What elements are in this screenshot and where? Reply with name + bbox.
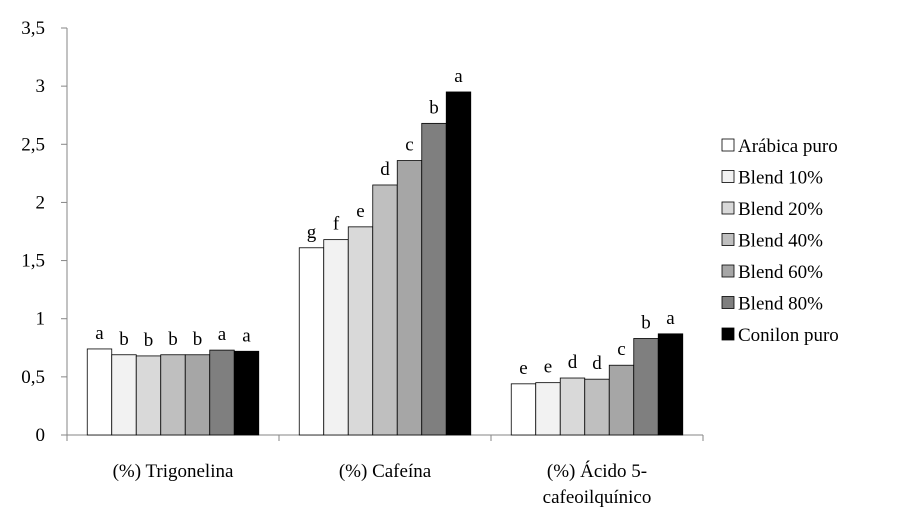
bar <box>657 333 684 436</box>
data-label: g <box>307 222 317 243</box>
bar <box>135 355 162 436</box>
legend-label: Conilon puro <box>738 325 839 346</box>
bar <box>421 122 447 436</box>
data-label: b <box>144 330 154 351</box>
y-tick-label: 1,5 <box>21 251 45 272</box>
category-label: (%) Ácido 5- cafeoilquínico <box>543 460 652 508</box>
bar <box>86 348 113 436</box>
data-label: e <box>356 201 364 222</box>
data-label: a <box>242 325 251 346</box>
data-label: b <box>119 329 129 350</box>
legend-label: Blend 40% <box>738 231 823 252</box>
bar <box>445 91 472 436</box>
data-label: d <box>380 159 390 180</box>
y-tick-label: 2,5 <box>21 134 45 155</box>
y-tick-label: 0,5 <box>21 367 45 388</box>
bar <box>209 349 235 436</box>
legend-swatch <box>721 327 735 341</box>
data-label: a <box>95 323 104 344</box>
data-label: b <box>193 329 203 350</box>
y-tick-label: 0 <box>36 425 46 446</box>
axes: 0 0,5 1 1,5 2 2,5 3 3,5 (%) Trigonelina (%) Cafeí… <box>21 18 704 508</box>
legend-label: Blend 20% <box>738 199 823 220</box>
bar <box>559 377 586 436</box>
category-label: (%) Trigonelina <box>113 461 234 482</box>
legend-swatch <box>721 201 735 215</box>
data-label: e <box>544 357 552 378</box>
legend-swatch <box>721 264 735 278</box>
data-label: d <box>568 352 578 373</box>
data-label: c <box>405 135 413 156</box>
data-label: b <box>429 97 439 118</box>
y-tick-label: 2 <box>36 192 46 213</box>
bar <box>535 382 561 436</box>
legend-swatch <box>721 170 735 183</box>
data-label: f <box>333 214 340 235</box>
category-label-line: cafeoilquínico <box>543 487 652 508</box>
category-label-line: (%) Cafeína <box>339 461 432 482</box>
bar <box>298 247 325 436</box>
bar <box>372 184 398 436</box>
y-tick-label: 3,5 <box>21 18 45 39</box>
legend-swatch <box>721 138 735 152</box>
y-tick-label: 1 <box>36 309 46 330</box>
bar <box>160 354 186 436</box>
data-label: c <box>617 339 625 360</box>
bar <box>584 378 610 436</box>
category-label-line: (%) Trigonelina <box>113 461 234 482</box>
bar <box>347 226 374 436</box>
bar <box>184 354 211 436</box>
bar <box>323 239 349 436</box>
bars <box>86 91 684 436</box>
data-label: b <box>641 312 651 333</box>
bar <box>510 383 537 436</box>
legend-label: Blend 60% <box>738 262 823 283</box>
bar <box>396 160 423 436</box>
bar <box>633 338 659 436</box>
bar <box>111 354 137 436</box>
data-label: e <box>519 358 527 379</box>
legend-label: Blend 10% <box>738 168 823 189</box>
y-tick-label: 3 <box>36 76 46 97</box>
data-label: d <box>592 353 602 374</box>
legend-swatch <box>721 296 735 309</box>
category-label-line: (%) Ácido 5- <box>547 460 647 482</box>
data-label: a <box>454 66 463 87</box>
data-label: a <box>218 324 227 345</box>
data-label: a <box>666 308 675 329</box>
legend-label: Blend 80% <box>738 294 823 315</box>
data-label: b <box>168 329 178 350</box>
legend: Arábica puro Blend 10% Blend 20% Blend 40% B… <box>721 136 839 346</box>
legend-label: Arábica puro <box>738 136 838 157</box>
bar <box>233 350 260 436</box>
category-label: (%) Cafeína <box>339 461 432 482</box>
legend-swatch <box>721 233 735 246</box>
bar <box>608 364 635 436</box>
